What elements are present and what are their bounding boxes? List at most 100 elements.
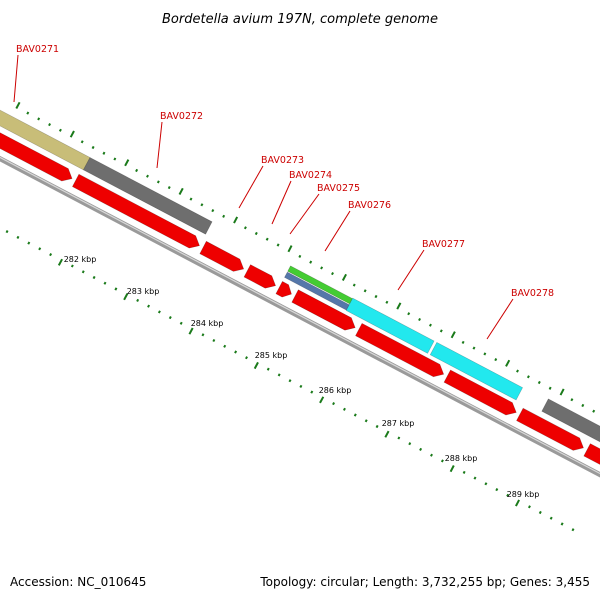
ruler-minor-tick (27, 241, 31, 245)
gene-label-bav0272: BAV0272 (160, 111, 203, 122)
minor-tick (363, 289, 367, 293)
minor-tick (537, 380, 541, 385)
cds-bav0276 (284, 271, 350, 311)
ruler-minor-tick (506, 493, 510, 497)
gene-label-bav0278: BAV0278 (511, 288, 554, 299)
ruler-minor-tick (103, 281, 107, 285)
gene-label-bav0277: BAV0277 (422, 239, 465, 250)
gene-leader-line (156, 121, 163, 169)
ruler-minor-tick (38, 247, 42, 251)
ruler-minor-tick (201, 333, 205, 337)
major-tick (559, 388, 565, 396)
ruler-minor-tick (16, 235, 20, 239)
orf-arrow (71, 173, 200, 249)
minor-tick (526, 375, 530, 379)
ruler-minor-tick (310, 390, 314, 394)
ruler-minor-tick (440, 459, 444, 463)
gene-leader-line (271, 180, 292, 225)
minor-tick (37, 117, 41, 121)
minor-tick (26, 111, 30, 115)
ruler-label: 284 kbp (191, 319, 224, 328)
major-tick (287, 245, 293, 253)
minor-tick (407, 312, 411, 316)
minor-tick (581, 403, 585, 408)
minor-tick (211, 209, 215, 213)
ruler-minor-tick (332, 402, 335, 406)
minor-tick (439, 329, 443, 333)
orf-arrow (355, 322, 445, 378)
ruler-minor-tick (223, 344, 227, 348)
minor-tick (167, 186, 171, 190)
minor-tick (80, 140, 84, 144)
orf-arrow (275, 280, 292, 298)
cds-bav0278 (429, 341, 524, 401)
gene-leader-line (238, 165, 264, 209)
ruler-minor-tick (462, 470, 466, 474)
ruler-minor-tick (147, 304, 151, 308)
minor-tick (374, 294, 378, 299)
cds-feature (541, 398, 600, 443)
gene-leader-line (486, 298, 514, 340)
ruler-minor-tick (136, 298, 140, 302)
ruler-minor-tick (560, 522, 564, 526)
ruler-minor-tick (168, 316, 172, 320)
minor-tick (200, 203, 204, 207)
ruler-minor-tick (528, 505, 531, 509)
ruler-minor-tick (114, 287, 118, 291)
ruler-label: 288 kbp (445, 454, 478, 463)
minor-tick (429, 323, 432, 327)
minor-tick (48, 123, 51, 127)
orf-arrow (583, 443, 600, 465)
ruler-major-tick (253, 361, 259, 370)
ruler-label: 282 kbp (64, 255, 97, 264)
gene-leader-line (397, 249, 425, 291)
ruler-minor-tick (538, 510, 542, 515)
gene-leader-line (324, 210, 351, 252)
ruler-label: 289 kbp (507, 490, 540, 499)
minor-tick (592, 409, 596, 413)
ruler-minor-tick (277, 373, 281, 377)
accession-text: Accession: NC_010645 (10, 575, 147, 589)
minor-tick (418, 317, 421, 322)
minor-tick (58, 128, 62, 132)
minor-tick (276, 243, 280, 247)
minor-tick (265, 237, 269, 241)
ruler-minor-tick (266, 367, 270, 371)
ruler-minor-tick (157, 310, 161, 314)
backbone-line (0, 155, 600, 478)
ruler-minor-tick (473, 476, 477, 480)
ruler-label: 286 kbp (319, 386, 352, 395)
topology-text: Topology: circular; Length: 3,732,255 bp… (260, 575, 590, 589)
ruler-label: 283 kbp (127, 287, 160, 296)
ruler-minor-tick (212, 338, 216, 343)
ruler-minor-tick (430, 453, 433, 457)
ruler-minor-tick (234, 350, 238, 354)
minor-tick (516, 369, 519, 373)
ruler-minor-tick (5, 230, 9, 234)
orf-arrow (291, 289, 356, 331)
ruler-minor-tick (179, 321, 183, 325)
backbone-highlight (0, 156, 600, 475)
minor-tick (320, 266, 324, 270)
ruler-minor-tick (419, 447, 423, 451)
major-tick (341, 273, 347, 281)
major-tick (15, 101, 21, 109)
map-title: Bordetella avium 197N, complete genome (162, 12, 438, 27)
ruler-minor-tick (343, 407, 346, 411)
major-tick (450, 331, 456, 339)
cds-bav0277 (345, 297, 435, 354)
minor-tick (494, 358, 498, 362)
major-tick (69, 130, 75, 138)
ruler-major-tick (515, 499, 520, 507)
minor-tick (483, 352, 487, 356)
minor-tick (189, 197, 193, 201)
ruler-minor-tick (49, 253, 53, 257)
ruler-major-tick (384, 430, 390, 438)
ruler-minor-tick (92, 275, 96, 280)
minor-tick (352, 283, 356, 287)
minor-tick (309, 260, 313, 264)
ruler-major-tick (449, 465, 455, 473)
major-tick (233, 216, 239, 224)
gene-label-bav0274: BAV0274 (289, 170, 332, 181)
